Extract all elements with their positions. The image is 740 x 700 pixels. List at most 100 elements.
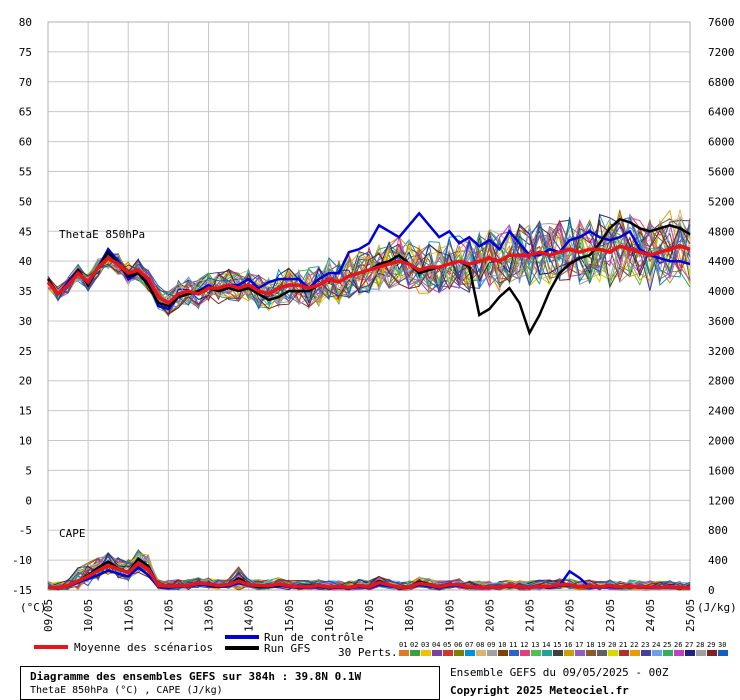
- pert-swatch: [509, 650, 519, 656]
- pert-swatch: [498, 650, 508, 656]
- right-tick-label: 6800: [708, 76, 735, 89]
- x-tick-label: 12/05: [162, 599, 175, 632]
- pert-swatch: [663, 650, 673, 656]
- left-tick-label: 0: [25, 494, 32, 507]
- pert-swatch: [597, 650, 607, 656]
- pert-swatch: [674, 650, 684, 656]
- pert-swatch: [520, 650, 530, 656]
- left-tick-label: 60: [19, 136, 32, 149]
- pert-swatch: [410, 650, 420, 656]
- x-tick-label: 16/05: [323, 599, 336, 632]
- pert-thetae-line: [47, 212, 691, 310]
- left-tick-label: 45: [19, 225, 32, 238]
- footer-title-box: Diagramme des ensembles GEFS sur 384h : …: [20, 666, 440, 700]
- right-tick-label: 2400: [708, 405, 735, 418]
- right-tick-label: 6000: [708, 136, 735, 149]
- pert-number: 03: [421, 641, 429, 649]
- pert-number: 15: [553, 641, 561, 649]
- pert-number: 28: [696, 641, 704, 649]
- pert-swatch: [399, 650, 409, 656]
- mean-cape-line: [47, 560, 691, 590]
- pert-swatch: [696, 650, 706, 656]
- left-tick-label: -5: [19, 524, 32, 537]
- x-tick-label: 20/05: [483, 599, 496, 632]
- x-tick-label: 24/05: [644, 599, 657, 632]
- pert-number: 22: [630, 641, 638, 649]
- left-tick-label: 80: [19, 16, 32, 29]
- copyright: Copyright 2025 Meteociel.fr: [450, 684, 629, 697]
- left-tick-label: 65: [19, 106, 32, 119]
- pert-number: 16: [564, 641, 572, 649]
- right-unit-label: (J/kg): [697, 601, 737, 614]
- pert-number: 04: [432, 641, 440, 649]
- left-tick-label: 25: [19, 345, 32, 358]
- mean-thetae-line: [46, 244, 691, 306]
- x-tick-label: 15/05: [283, 599, 296, 632]
- perturbation-legend: 01 02 03 04 05 06 07 08 09 10 11 12 13 14 15 16 17 18 19 20…: [399, 641, 728, 656]
- left-tick-label: 40: [19, 255, 32, 268]
- left-tick-label: 30: [19, 315, 32, 328]
- left-tick-label: -10: [12, 554, 32, 567]
- pert-number: 09: [487, 641, 495, 649]
- pert-number: 06: [454, 641, 462, 649]
- pert-number: 24: [652, 641, 660, 649]
- x-tick-label: 11/05: [122, 599, 135, 632]
- run-info: Ensemble GEFS du 09/05/2025 - 00Z: [450, 666, 669, 679]
- pert-swatch: [685, 650, 695, 656]
- pert-number: 05: [443, 641, 451, 649]
- pert-swatch: [586, 650, 596, 656]
- right-tick-label: 2000: [708, 435, 735, 448]
- pert-number: 26: [674, 641, 682, 649]
- main-series: [46, 211, 691, 590]
- pert-number: 19: [597, 641, 605, 649]
- control-legend-label: Run de contrôle: [264, 631, 363, 644]
- pert-number: 23: [641, 641, 649, 649]
- x-tick-label: 22/05: [564, 599, 577, 632]
- pert-swatch: [443, 650, 453, 656]
- x-tick-label: 09/05: [42, 599, 55, 632]
- pert-swatch: [564, 650, 574, 656]
- left-tick-label: -15: [12, 584, 32, 597]
- pert-number: 01: [399, 641, 407, 649]
- right-tick-label: 6400: [708, 106, 735, 119]
- pert-swatch: [476, 650, 486, 656]
- right-tick-label: 5600: [708, 165, 735, 178]
- pert-number: 27: [685, 641, 693, 649]
- right-tick-label: 2800: [708, 375, 735, 388]
- pert-swatch: [652, 650, 662, 656]
- pert-number: 14: [542, 641, 550, 649]
- pert-swatch: [432, 650, 442, 656]
- pert-number: 18: [586, 641, 594, 649]
- right-tick-label: 3600: [708, 315, 735, 328]
- pert-number: 10: [498, 641, 506, 649]
- pert-swatch: [718, 650, 728, 656]
- x-tick-label: 13/05: [203, 599, 216, 632]
- pert-swatch: [487, 650, 497, 656]
- pert-swatch: [553, 650, 563, 656]
- left-tick-label: 75: [19, 46, 32, 59]
- pert-number: 17: [575, 641, 583, 649]
- right-tick-label: 800: [708, 524, 728, 537]
- right-tick-label: 400: [708, 554, 728, 567]
- pert-number: 30: [718, 641, 726, 649]
- right-tick-label: 4000: [708, 285, 735, 298]
- pert-number: 21: [619, 641, 627, 649]
- cape-panel-label: CAPE: [59, 527, 86, 540]
- left-tick-label: 70: [19, 76, 32, 89]
- thetae-panel-label: ThetaE 850hPa: [59, 228, 145, 241]
- pert-swatch: [707, 650, 717, 656]
- pert-number: 02: [410, 641, 418, 649]
- left-tick-label: 50: [19, 195, 32, 208]
- pert-number: 20: [608, 641, 616, 649]
- pert-swatch: [575, 650, 585, 656]
- perts-legend-label: 30 Perts.: [338, 646, 398, 659]
- right-tick-label: 4800: [708, 225, 735, 238]
- pert-number: 11: [509, 641, 517, 649]
- pert-swatch: [619, 650, 629, 656]
- x-axis-ticks: 09/05 10/05 11/05 12/05 13/05 14/05 15/05 16/05…: [42, 599, 697, 632]
- x-tick-label: 19/05: [443, 599, 456, 632]
- pert-swatch: [454, 650, 464, 656]
- x-tick-label: 18/05: [403, 599, 416, 632]
